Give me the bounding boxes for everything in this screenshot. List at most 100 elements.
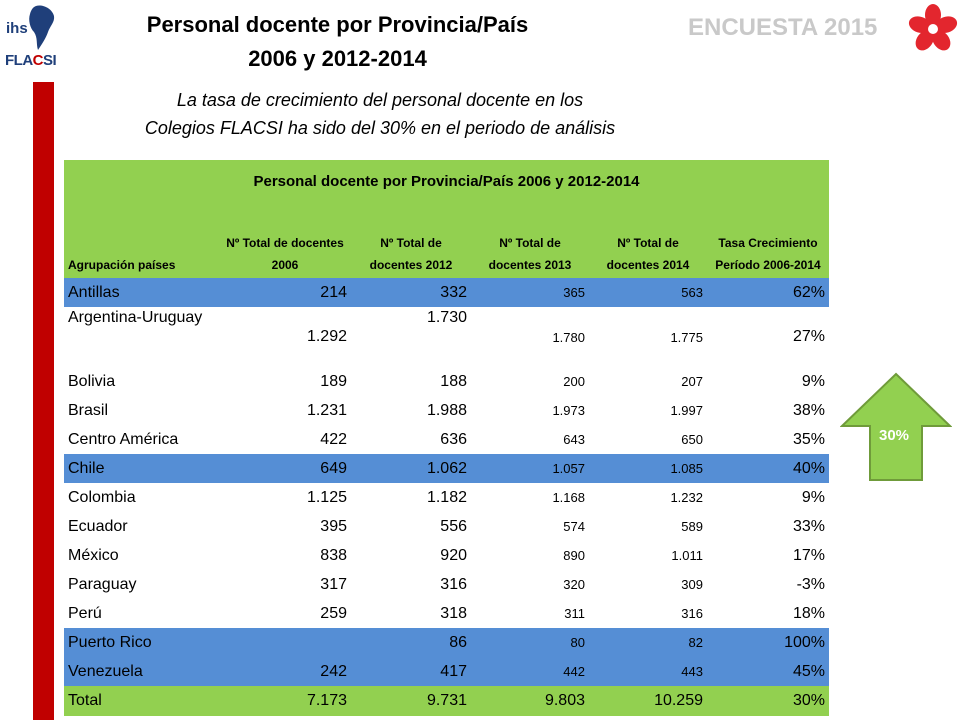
cell-2013: 1.780 (552, 329, 585, 345)
survey-label: ENCUESTA 2015 (688, 14, 878, 41)
cell-2012: 188 (440, 372, 467, 390)
subtitle: La tasa de crecimiento del personal doce… (100, 86, 660, 142)
page-title: Personal docente por Provincia/País 2006… (100, 8, 575, 76)
header-2006: Nº Total de docentes 2006 (219, 196, 351, 278)
cell-2013: 365 (471, 278, 589, 307)
cell-2006: 242 (219, 657, 351, 686)
cell-name: México (68, 546, 119, 564)
logo-flacsi-red: C (32, 52, 44, 69)
cell-2013: 1.168 (552, 490, 585, 505)
cell-2012: 556 (440, 517, 467, 535)
header-group: Agrupación países (64, 196, 219, 278)
cell-2013: 890 (563, 548, 585, 563)
cell-2006 (219, 628, 351, 657)
ihs-flacsi-logo: ihs FLACSI (2, 2, 57, 74)
cell-2013: 442 (471, 657, 589, 686)
cell-2014: 1.997 (670, 403, 703, 418)
cell-2006: 1.231 (306, 401, 347, 419)
cell-2012: 86 (351, 628, 471, 657)
cell-2012: 1.182 (426, 488, 467, 506)
cell-2013: 200 (563, 374, 585, 389)
cell-2013: 1.973 (552, 403, 585, 418)
cell-2013: 80 (471, 628, 589, 657)
page-title-line1: Personal docente por Provincia/País (146, 12, 529, 37)
cell-2014: 589 (681, 519, 703, 534)
table-row: Ecuador 395 556 574 589 33% (64, 512, 829, 541)
cell-2012: 318 (440, 604, 467, 622)
cell-2012: 1.062 (351, 454, 471, 483)
side-red-bar (33, 82, 54, 720)
cell-2012: 636 (440, 430, 467, 448)
cell-name: Antillas (64, 278, 219, 307)
table-row: Colombia 1.125 1.182 1.168 1.232 9% (64, 483, 829, 512)
cell-2012: 417 (351, 657, 471, 686)
cell-2006: 838 (320, 546, 347, 564)
cell-rate: 33% (792, 517, 826, 535)
cell-2006: 649 (219, 454, 351, 483)
cell-2006: 1.125 (306, 488, 347, 506)
cell-2014: 82 (589, 628, 707, 657)
logo-ihs-text: ihs (6, 20, 28, 37)
cell-2006: 1.292 (306, 328, 347, 345)
table-row: Argentina-Uruguay 1.292 1.730 1.780 1.77… (64, 307, 829, 367)
cell-rate: 35% (792, 430, 826, 448)
table-row: Perú 259 318 311 316 18% (64, 599, 829, 628)
page-title-line2: 2006 y 2012-2014 (248, 46, 427, 71)
cell-2014: 650 (681, 432, 703, 447)
table-row: Brasil 1.231 1.988 1.973 1.997 38% (64, 396, 829, 425)
cell-2013: 643 (563, 432, 585, 447)
cell-rate: 45% (707, 657, 830, 686)
cell-name: Brasil (68, 401, 109, 419)
table-row: Paraguay 317 316 320 309 -3% (64, 570, 829, 599)
cell-2014: 309 (681, 577, 703, 592)
cell-2012: 316 (440, 575, 467, 593)
cell-rate: 9% (801, 488, 826, 506)
cell-2012: 1.988 (426, 401, 467, 419)
cell-2006: 7.173 (219, 686, 351, 716)
header-growth-rate: Tasa Crecimiento Período 2006-2014 (707, 196, 830, 278)
cell-2014: 10.259 (589, 686, 707, 716)
teachers-table: Personal docente por Provincia/País 2006… (64, 160, 830, 716)
cell-2012: 9.731 (351, 686, 471, 716)
cell-rate: 27% (792, 328, 826, 345)
cell-2014: 1.232 (670, 490, 703, 505)
table-row: Bolivia 189 188 200 207 9% (64, 367, 829, 396)
table-total-row: Total 7.173 9.731 9.803 10.259 30% (64, 686, 830, 716)
cell-rate: 17% (792, 546, 826, 564)
cell-2013: 320 (563, 577, 585, 592)
cell-2014: 316 (681, 606, 703, 621)
cell-rate: 9% (801, 372, 826, 390)
table-row: México 838 920 890 1.011 17% (64, 541, 829, 570)
cell-2014: 207 (681, 374, 703, 389)
cell-2006: 259 (320, 604, 347, 622)
cell-name: Colombia (68, 488, 136, 506)
cell-2013: 574 (563, 519, 585, 534)
cell-2006: 214 (219, 278, 351, 307)
cell-2014: 1.775 (670, 329, 703, 345)
header-2012: Nº Total de docentes 2012 (351, 196, 471, 278)
table-row: Centro América 422 636 643 650 35% (64, 425, 829, 454)
subtitle-line2: Colegios FLACSI ha sido del 30% en el pe… (144, 118, 616, 138)
up-arrow-icon (840, 372, 952, 481)
cell-rate: 62% (707, 278, 830, 307)
cell-2014: 443 (589, 657, 707, 686)
cell-name: Total (64, 686, 219, 716)
cell-2013: 9.803 (471, 686, 589, 716)
cell-2013: 311 (564, 606, 585, 621)
header-2014: Nº Total de docentes 2014 (589, 196, 707, 278)
cell-2014: 1.011 (671, 548, 703, 563)
logo-flacsi-suffix: SI (43, 52, 57, 69)
cell-name: Chile (64, 454, 219, 483)
cell-name: Argentina-Uruguay (68, 309, 203, 326)
cell-name: Venezuela (64, 657, 219, 686)
cell-2012: 920 (440, 546, 467, 564)
cell-name: Ecuador (68, 517, 128, 535)
cell-2014: 1.085 (589, 454, 707, 483)
cell-2012: 1.730 (426, 309, 467, 326)
red-flower-icon (908, 4, 958, 51)
map-silhouette-icon (29, 5, 55, 50)
cell-rate: 100% (707, 628, 830, 657)
cell-name: Bolivia (68, 372, 116, 390)
table-caption: Personal docente por Provincia/País 2006… (64, 160, 830, 196)
cell-rate: 38% (792, 401, 826, 419)
